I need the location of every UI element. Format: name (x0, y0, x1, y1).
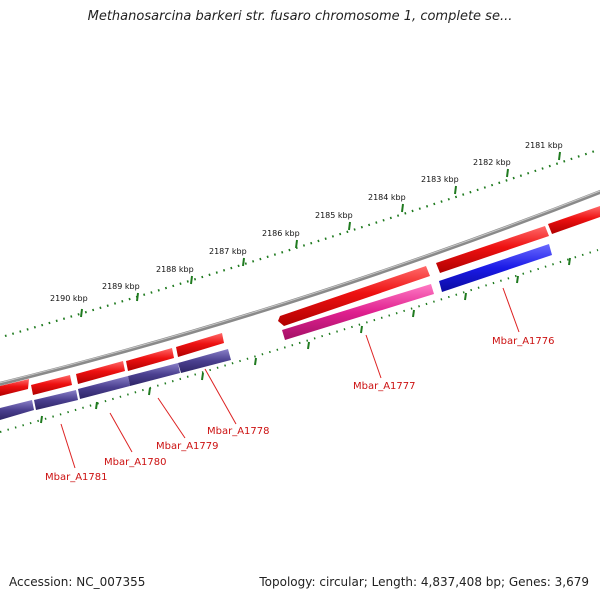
leader-mbar-a1780 (109, 412, 133, 453)
outer-tick-4 (401, 203, 404, 213)
outer-tick-label: 2189 kbp (102, 282, 140, 291)
inner-tick-9 (464, 292, 467, 301)
cds-mbar-a1776[interactable] (439, 244, 552, 292)
leader-mbar-a1777 (365, 334, 382, 379)
inner-tick-5 (254, 357, 257, 366)
forward-gene-2[interactable] (31, 375, 72, 395)
outer-tick-9 (136, 292, 139, 302)
label-mbar-a1776[interactable]: Mbar_A1776 (492, 336, 555, 347)
forward-gene-7[interactable] (436, 226, 549, 273)
outer-tick-label: 2184 kbp (368, 193, 406, 202)
inner-tick-11 (568, 257, 571, 266)
cds-mbar-a1777[interactable] (282, 284, 434, 340)
inner-tick-1 (40, 415, 43, 424)
outer-tick-label: 2188 kbp (156, 265, 194, 274)
outer-tick-3 (454, 185, 457, 195)
label-mbar-a1778[interactable]: Mbar_A1778 (207, 426, 270, 437)
inner-tick-7 (360, 325, 363, 334)
cds-mbar-a1781[interactable] (0, 400, 34, 420)
map-title: Methanosarcina barkeri str. fusaro chrom… (87, 9, 513, 24)
outer-ruler-labels: 2181 kbp 2182 kbp 2183 kbp 2184 kbp 2185 kbp… (50, 141, 563, 303)
outer-tick-5 (348, 221, 351, 231)
accession-label: Accession: NC_007355 (9, 575, 146, 589)
forward-gene-3[interactable] (76, 361, 125, 384)
forward-gene-1[interactable] (0, 379, 29, 396)
outer-tick-7 (242, 257, 245, 267)
label-mbar-a1781[interactable]: Mbar_A1781 (45, 472, 108, 483)
topology-summary: Topology: circular; Length: 4,837,408 bp… (259, 575, 589, 589)
leader-mbar-a1781 (60, 423, 76, 469)
outer-tick-6 (295, 239, 298, 249)
inner-ruler-track (0, 249, 599, 433)
inner-tick-6 (307, 341, 310, 350)
leader-mbar-a1776 (502, 287, 520, 333)
forward-gene-4[interactable] (126, 348, 174, 371)
forward-gene-6[interactable] (278, 266, 430, 326)
cds-feature-track (0, 244, 552, 420)
inner-tick-3 (148, 387, 151, 396)
outer-tick-2 (506, 168, 509, 178)
outer-tick-label: 2181 kbp (525, 141, 563, 150)
cds-mbar-a1779[interactable] (128, 363, 180, 386)
outer-tick-label: 2183 kbp (421, 175, 459, 184)
outer-tick-label: 2187 kbp (209, 247, 247, 256)
leader-mbar-a1779 (157, 397, 186, 439)
outer-tick-label: 2182 kbp (473, 158, 511, 167)
outer-tick-label: 2185 kbp (315, 211, 353, 220)
forward-gene-track (0, 206, 600, 396)
outer-tick-1 (558, 151, 561, 161)
label-mbar-a1780[interactable]: Mbar_A1780 (104, 457, 167, 468)
label-leader-lines (60, 287, 520, 469)
cds-mbar-a1778[interactable] (178, 349, 231, 373)
gene-labels: Mbar_A1776 Mbar_A1777 Mbar_A1778 Mbar_A1… (45, 336, 555, 483)
label-mbar-a1777[interactable]: Mbar_A1777 (353, 381, 416, 392)
outer-tick-label: 2190 kbp (50, 294, 88, 303)
leader-mbar-a1778 (204, 368, 237, 425)
outer-tick-label: 2186 kbp (262, 229, 300, 238)
chromosome-backbone-highlight (0, 190, 600, 384)
cds-mbar-a1780-b[interactable] (78, 376, 130, 399)
forward-gene-8[interactable] (548, 206, 600, 234)
outer-tick-8 (190, 275, 193, 285)
outer-ruler-ticks (80, 151, 561, 318)
inner-tick-10 (516, 275, 519, 284)
outer-tick-10 (80, 308, 83, 318)
inner-tick-4 (201, 372, 204, 381)
forward-gene-5[interactable] (176, 333, 224, 357)
label-mbar-a1779[interactable]: Mbar_A1779 (156, 441, 219, 452)
inner-tick-8 (412, 309, 415, 318)
cds-mbar-a1780[interactable] (34, 390, 78, 410)
inner-ruler-ticks (40, 257, 571, 424)
inner-tick-2 (95, 401, 98, 410)
chromosome-backbone (0, 189, 600, 386)
